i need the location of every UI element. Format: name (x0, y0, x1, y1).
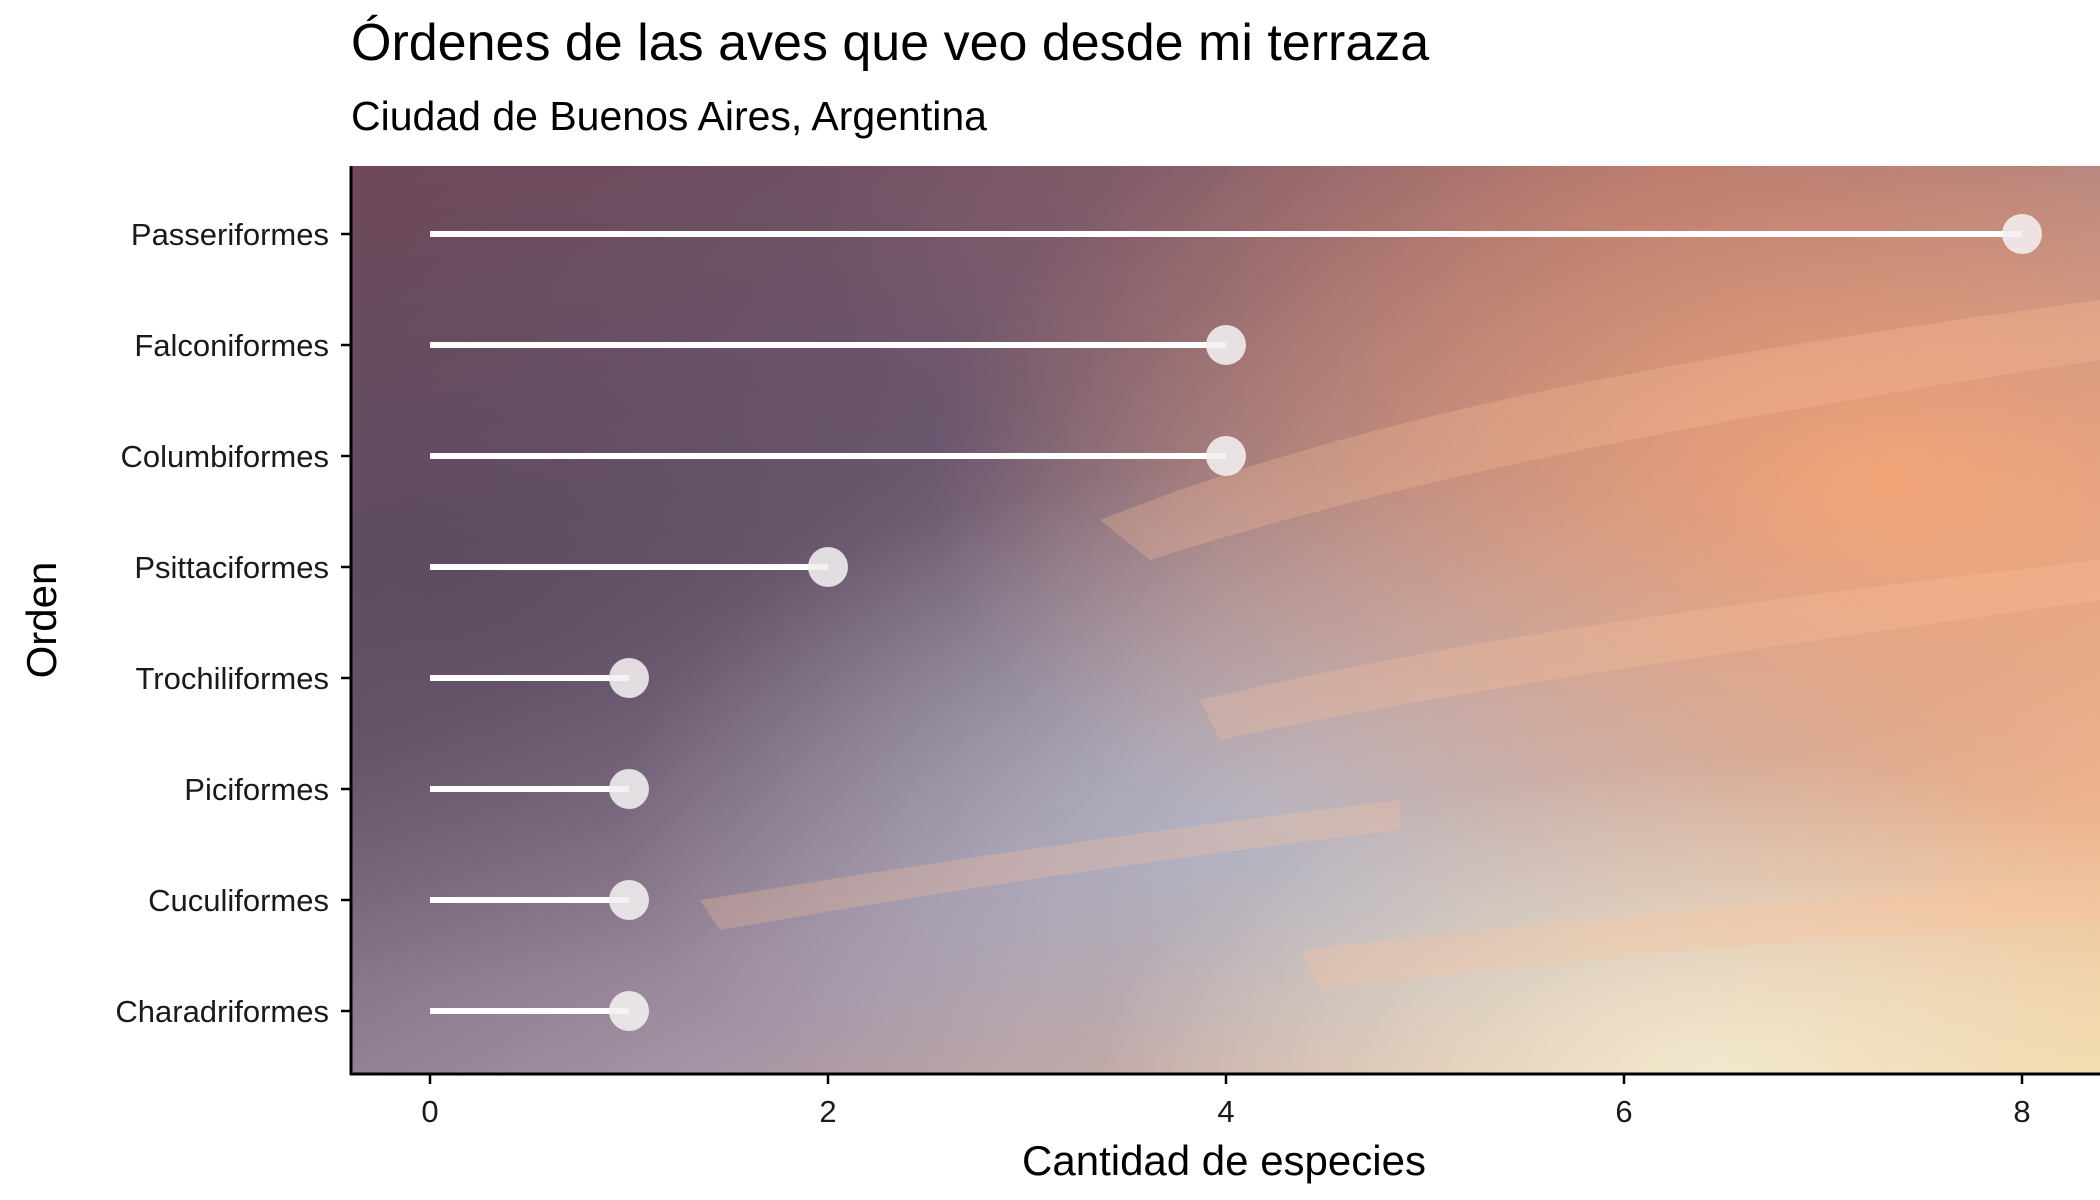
point-charadriformes (609, 991, 649, 1031)
chart-subtitle: Ciudad de Buenos Aires, Argentina (351, 93, 987, 139)
y-tick-label: Passeriformes (131, 217, 329, 252)
y-tick-label: Piciformes (184, 772, 329, 807)
y-tick-label: Charadriformes (115, 994, 329, 1029)
x-tick-label: 2 (819, 1094, 836, 1129)
x-tick-label: 6 (1615, 1094, 1632, 1129)
y-tick-label: Falconiformes (134, 328, 329, 363)
point-trochiliformes (609, 658, 649, 698)
x-axis-label: Cantidad de especies (1022, 1137, 1426, 1184)
plot-background (351, 166, 2100, 1074)
y-tick-labels: Passeriformes Falconiformes Columbiformes P… (115, 217, 351, 1029)
chart-title: Órdenes de las aves que veo desde mi ter… (351, 14, 1429, 72)
x-tick-label: 8 (2013, 1094, 2030, 1129)
y-axis-label: Orden (18, 562, 65, 679)
y-tick-label: Trochiliformes (136, 661, 330, 696)
point-columbiformes (1206, 436, 1246, 476)
point-passeriformes (2002, 214, 2042, 254)
point-piciformes (609, 769, 649, 809)
y-tick-label: Cuculiformes (148, 883, 329, 918)
x-tick-labels: 0 2 4 6 8 (421, 1074, 2031, 1129)
lollipop-stems (430, 231, 2022, 1014)
point-psittaciformes (808, 547, 848, 587)
lollipop-points (609, 214, 2042, 1031)
point-falconiformes (1206, 325, 1246, 365)
x-tick-label: 0 (421, 1094, 438, 1129)
y-tick-label: Psittaciformes (134, 550, 329, 585)
x-tick-label: 4 (1217, 1094, 1234, 1129)
y-tick-label: Columbiformes (121, 439, 329, 474)
point-cuculiformes (609, 880, 649, 920)
